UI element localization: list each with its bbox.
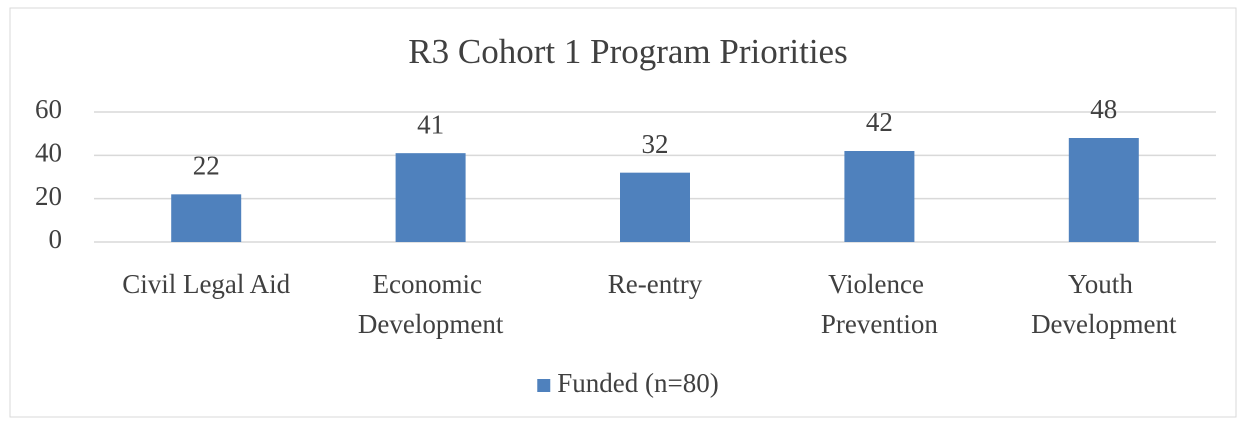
data-label: 41 [417,109,444,139]
x-tick-label: Civil Legal Aid [122,269,290,299]
legend-swatch [537,379,551,392]
x-tick-label: Violence Prevention [821,269,938,339]
data-label: 42 [866,107,893,137]
y-tick-label: 40 [35,138,62,168]
bar [395,153,466,242]
legend-label: Funded (n=80) [557,368,718,398]
y-tick-label: 20 [35,181,62,211]
x-tick-label: Youth Development [1031,269,1177,339]
bar [844,151,915,242]
y-tick-label: 60 [35,94,62,124]
y-tick-label: 0 [49,224,63,254]
chart-title: R3 Cohort 1 Program Priorities [408,32,847,71]
bar [1068,138,1139,242]
bar [171,194,242,242]
data-label: 32 [642,129,669,159]
x-tick-label: Economic Development [358,269,504,339]
data-label: 48 [1090,94,1117,124]
bar [620,172,690,242]
data-label: 22 [193,151,220,181]
x-tick-label: Re-entry [608,269,703,299]
